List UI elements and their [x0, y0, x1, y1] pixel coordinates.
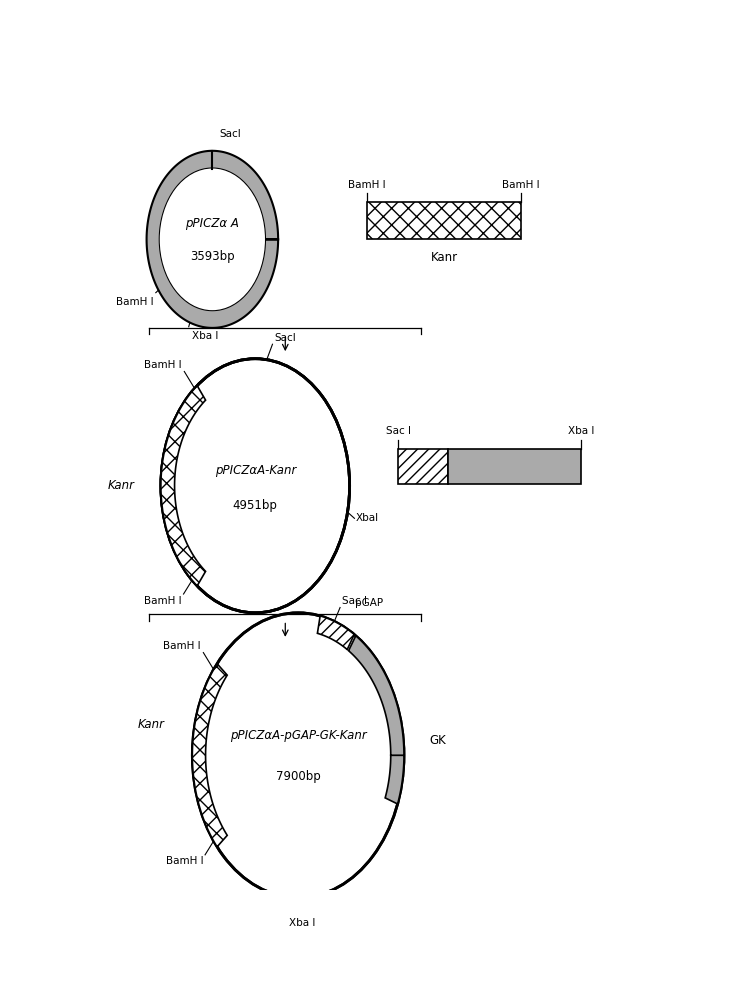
Polygon shape — [317, 616, 354, 650]
Text: BamH I: BamH I — [166, 856, 204, 866]
Text: pGAP: pGAP — [409, 462, 437, 472]
Text: BamH I: BamH I — [163, 641, 201, 651]
Text: BamH I: BamH I — [116, 297, 154, 307]
Bar — [448, 449, 582, 484]
Bar — [367, 202, 521, 239]
Text: 3593bp: 3593bp — [190, 250, 235, 263]
Text: Kanr: Kanr — [138, 718, 165, 731]
Text: Kanr: Kanr — [430, 251, 458, 264]
Polygon shape — [348, 636, 404, 755]
Text: SacI: SacI — [275, 333, 296, 343]
Text: SacI: SacI — [219, 129, 241, 139]
Ellipse shape — [159, 169, 265, 310]
Text: Xba I: Xba I — [192, 331, 218, 341]
Text: pGAP: pGAP — [356, 598, 384, 608]
Polygon shape — [385, 755, 404, 804]
Text: Sac I: Sac I — [386, 426, 411, 436]
Bar — [399, 449, 448, 484]
Text: pPICZαA-pGAP-GK-Kanr: pPICZαA-pGAP-GK-Kanr — [230, 730, 367, 742]
Text: Xba I: Xba I — [289, 918, 315, 928]
Polygon shape — [161, 386, 206, 586]
Text: BamH I: BamH I — [144, 596, 182, 606]
Ellipse shape — [193, 613, 404, 898]
Text: Sac I: Sac I — [342, 596, 367, 606]
Text: 4951bp: 4951bp — [232, 498, 277, 512]
Text: BamH I: BamH I — [348, 180, 385, 190]
Polygon shape — [147, 151, 278, 328]
Ellipse shape — [161, 359, 350, 613]
Text: 7900bp: 7900bp — [276, 770, 320, 783]
Text: Xba I: Xba I — [568, 426, 594, 436]
Text: GK: GK — [430, 734, 446, 747]
Text: Kanr: Kanr — [108, 479, 135, 492]
Polygon shape — [193, 664, 227, 847]
Text: BamH I: BamH I — [503, 180, 540, 190]
Text: XbaI: XbaI — [356, 513, 379, 523]
Text: pPICZα A: pPICZα A — [185, 217, 239, 230]
Text: pPICZαA-Kanr: pPICZαA-Kanr — [215, 464, 296, 477]
Text: GK: GK — [507, 462, 522, 472]
Text: BamH I: BamH I — [145, 360, 182, 370]
